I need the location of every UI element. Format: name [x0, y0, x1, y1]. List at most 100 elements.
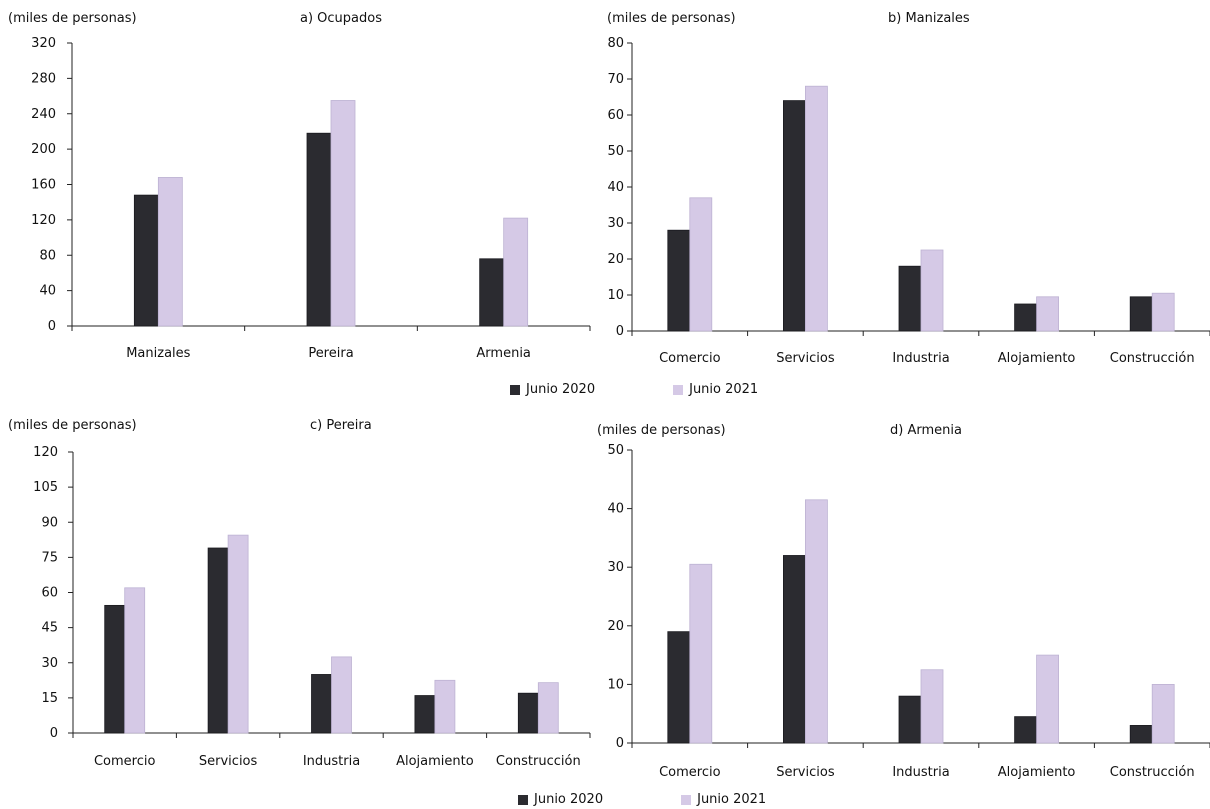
y-tick-label: 60 [607, 108, 624, 123]
bar-comercio-junio-2020 [667, 229, 691, 332]
legend-swatch-junio-2021-bottom [681, 794, 692, 805]
bar-servicios-junio-2021 [227, 534, 249, 734]
bar-construccion-junio-2021 [1151, 292, 1175, 332]
bar-industria-junio-2020 [898, 265, 922, 332]
y-axis-label: (miles de personas) [597, 423, 726, 438]
x-category-label: Comercio [659, 765, 721, 780]
legend-label-junio-2021-bottom: Junio 2021 [697, 792, 767, 807]
y-axis-label: (miles de personas) [8, 418, 137, 433]
y-tick-label: 20 [607, 619, 624, 634]
y-tick-label: 40 [39, 284, 56, 299]
bar-servicios-junio-2021 [805, 85, 828, 332]
bar-manizales-junio-2020 [133, 194, 159, 327]
bar-construccion-junio-2021 [1151, 684, 1175, 744]
bar-industria-junio-2021 [331, 656, 352, 734]
legend-item-junio-2021-bottom: Junio 2021 [681, 792, 766, 807]
y-tick-label: 0 [616, 324, 624, 339]
y-tick-label: 90 [41, 515, 58, 530]
chart-title: a) Ocupados [300, 11, 382, 26]
bar-industria-junio-2020 [311, 674, 332, 734]
y-tick-label: 20 [607, 252, 624, 267]
x-category-label: Pereira [308, 346, 353, 361]
x-category-label: Armenia [476, 346, 531, 361]
bar-construccion-junio-2020 [1129, 296, 1153, 332]
y-tick-label: 70 [607, 72, 624, 87]
bar-alojamiento-junio-2020 [1014, 303, 1037, 332]
bar-industria-junio-2021 [920, 249, 944, 332]
y-tick-label: 280 [31, 71, 56, 86]
x-category-label: Servicios [199, 754, 258, 769]
bar-construccion-junio-2020 [1129, 725, 1153, 744]
bar-servicios-junio-2020 [783, 100, 806, 332]
legend-label-junio-2021: Junio 2021 [689, 382, 759, 397]
y-tick-label: 10 [607, 677, 624, 692]
y-tick-label: 120 [31, 213, 56, 228]
x-category-label: Alojamiento [998, 765, 1076, 780]
bar-alojamiento-junio-2020 [414, 695, 436, 734]
bar-servicios-junio-2021 [805, 499, 828, 744]
legend-bottom: Junio 2020 Junio 2021 [518, 792, 766, 807]
y-tick-label: 45 [41, 621, 58, 636]
chart-title: d) Armenia [890, 423, 962, 438]
chart-pereira: (miles de personas) c) Pereira 0 15 30 45 60 75… [8, 418, 591, 769]
y-tick-label: 240 [31, 107, 56, 122]
y-tick-label: 0 [48, 319, 56, 334]
bar-armenia-junio-2021 [503, 217, 529, 327]
legend-swatch-junio-2020-bottom [518, 794, 528, 805]
y-axis-label: (miles de personas) [8, 11, 137, 26]
x-category-label: Construcción [496, 754, 581, 769]
bar-comercio-junio-2021 [689, 563, 713, 744]
y-tick-label: 30 [41, 656, 58, 671]
bar-manizales-junio-2021 [157, 177, 183, 327]
chart-title: c) Pereira [310, 418, 372, 433]
y-tick-label: 50 [607, 443, 624, 458]
y-tick-label: 200 [31, 142, 56, 157]
y-tick-label: 75 [41, 550, 58, 565]
legend-swatch-junio-2021 [673, 384, 684, 395]
y-tick-label: 120 [33, 445, 58, 460]
legend-swatch-junio-2020 [510, 384, 520, 395]
legend-label-junio-2020-bottom: Junio 2020 [534, 792, 604, 807]
chart-manizales: (miles de personas) b) Manizales 0 10 20 30 40… [607, 11, 1210, 366]
x-category-label: Servicios [776, 351, 835, 366]
y-tick-label: 80 [39, 248, 56, 263]
legend-item-junio-2020: Junio 2020 [510, 382, 595, 397]
y-tick-label: 160 [31, 178, 56, 193]
bar-alojamiento-junio-2021 [1036, 296, 1059, 332]
y-tick-label: 40 [607, 180, 624, 195]
x-category-label: Construcción [1110, 351, 1195, 366]
bar-servicios-junio-2020 [783, 555, 806, 744]
bar-industria-junio-2021 [920, 669, 944, 744]
y-tick-label: 40 [607, 502, 624, 517]
legend-item-junio-2021: Junio 2021 [673, 382, 758, 397]
x-category-label: Manizales [126, 346, 190, 361]
x-category-label: Servicios [776, 765, 835, 780]
x-category-label: Alojamiento [998, 351, 1076, 366]
x-category-label: Alojamiento [396, 754, 474, 769]
y-tick-label: 15 [41, 691, 58, 706]
chart-armenia: (miles de personas) d) Armenia 0 10 20 30 40 50… [597, 423, 1210, 780]
y-tick-label: 0 [50, 726, 58, 741]
x-category-label: Industria [303, 754, 360, 769]
chart-ocupados: (miles de personas) a) Ocupados 0 40 80 120 16… [8, 11, 591, 361]
legend-label-junio-2020: Junio 2020 [526, 382, 596, 397]
y-tick-label: 30 [607, 216, 624, 231]
bar-comercio-junio-2021 [124, 587, 146, 734]
bar-alojamiento-junio-2021 [434, 679, 456, 734]
bar-pereira-junio-2020 [306, 132, 332, 327]
y-tick-label: 80 [607, 36, 624, 51]
bar-comercio-junio-2020 [104, 604, 126, 734]
y-tick-label: 30 [607, 560, 624, 575]
legend-item-junio-2020-bottom: Junio 2020 [518, 792, 603, 807]
x-category-label: Industria [892, 765, 949, 780]
y-tick-label: 50 [607, 144, 624, 159]
y-axis-label: (miles de personas) [607, 11, 736, 26]
legend-top: Junio 2020 Junio 2021 [510, 382, 758, 397]
y-tick-label: 0 [616, 736, 624, 751]
bar-industria-junio-2020 [898, 695, 922, 744]
bar-armenia-junio-2020 [479, 258, 505, 327]
bar-comercio-junio-2020 [667, 631, 691, 744]
y-tick-label: 10 [607, 288, 624, 303]
y-tick-label: 105 [33, 480, 58, 495]
